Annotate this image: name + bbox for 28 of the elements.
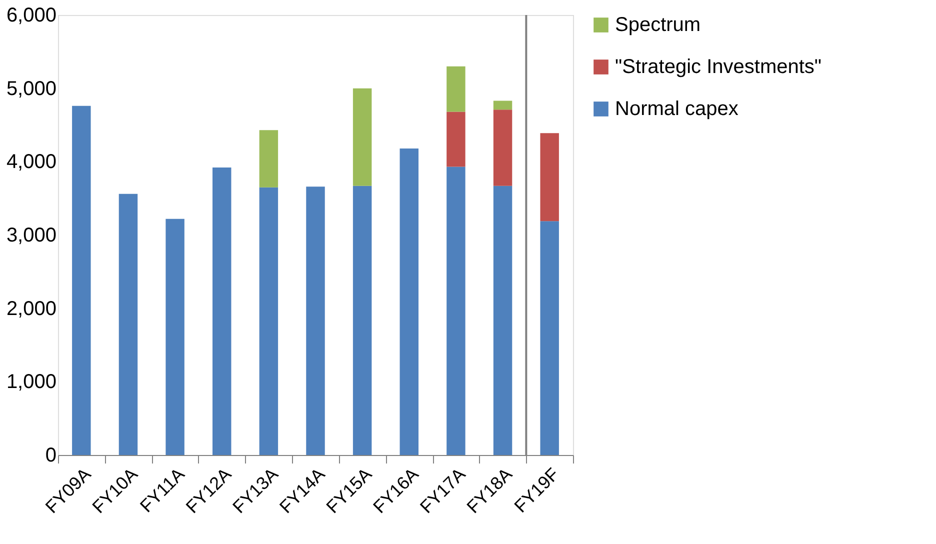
y-tick-label: 5,000 — [6, 78, 56, 100]
bar — [446, 166, 466, 455]
bar — [259, 187, 278, 455]
legend-label: Spectrum — [615, 14, 701, 36]
y-tick-label: 3,000 — [6, 224, 56, 246]
bar — [72, 106, 91, 455]
bar — [540, 221, 559, 455]
legend-label: Normal capex — [615, 98, 738, 120]
y-tick-label: 4,000 — [6, 151, 56, 174]
bar — [493, 186, 512, 455]
bar — [118, 194, 138, 455]
bar — [212, 168, 232, 455]
bar — [259, 130, 278, 188]
bar — [352, 186, 372, 455]
bar — [166, 218, 184, 455]
y-tick-label: 2,000 — [6, 298, 56, 320]
legend-label: "Strategic Investments" — [615, 56, 822, 78]
bar — [446, 66, 466, 112]
y-tick-label: 1,000 — [6, 371, 56, 394]
y-tick-label: 6,000 — [6, 4, 56, 26]
bar — [352, 88, 372, 186]
y-tick-label: 0 — [45, 444, 56, 466]
bar — [493, 100, 512, 110]
bar — [540, 133, 559, 222]
bar — [493, 110, 512, 186]
bar — [400, 148, 418, 455]
bar — [306, 186, 325, 455]
bar — [446, 112, 466, 167]
